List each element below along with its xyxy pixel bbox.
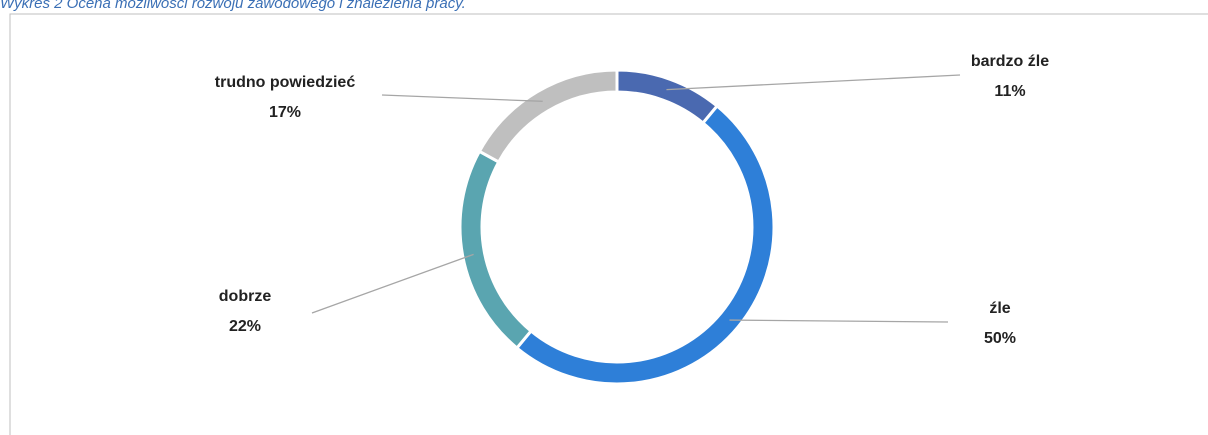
donut-segment	[477, 68, 619, 164]
category-label: dobrze	[219, 288, 272, 305]
value-label: 22%	[229, 318, 261, 335]
leader-line	[729, 319, 949, 323]
category-label: bardzo źle	[971, 53, 1049, 70]
chart-title: Wykres 2 Ocena możliwości rozwoju zawodo…	[0, 0, 466, 12]
leader-line	[381, 94, 543, 102]
value-label: 17%	[269, 104, 301, 121]
leader-line	[311, 253, 474, 314]
value-label: 11%	[994, 83, 1025, 100]
category-label: trudno powiedzieć	[215, 74, 356, 91]
value-label: 50%	[984, 330, 1016, 347]
category-label: źle	[989, 300, 1010, 317]
leader-line	[666, 74, 961, 91]
